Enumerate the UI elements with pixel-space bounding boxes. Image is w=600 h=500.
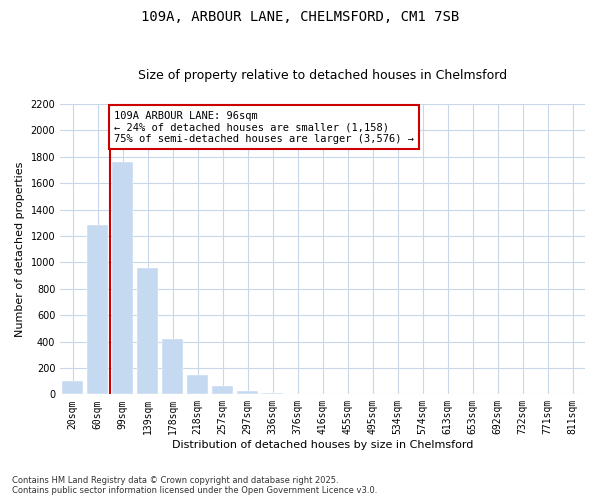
Bar xyxy=(162,339,183,394)
Text: 109A, ARBOUR LANE, CHELMSFORD, CM1 7SB: 109A, ARBOUR LANE, CHELMSFORD, CM1 7SB xyxy=(141,10,459,24)
Text: 109A ARBOUR LANE: 96sqm
← 24% of detached houses are smaller (1,158)
75% of semi: 109A ARBOUR LANE: 96sqm ← 24% of detache… xyxy=(114,110,414,144)
X-axis label: Distribution of detached houses by size in Chelmsford: Distribution of detached houses by size … xyxy=(172,440,473,450)
Bar xyxy=(212,386,233,394)
Y-axis label: Number of detached properties: Number of detached properties xyxy=(15,162,25,337)
Bar xyxy=(262,393,283,394)
Bar xyxy=(187,374,208,394)
Title: Size of property relative to detached houses in Chelmsford: Size of property relative to detached ho… xyxy=(138,69,507,82)
Text: Contains HM Land Registry data © Crown copyright and database right 2025.
Contai: Contains HM Land Registry data © Crown c… xyxy=(12,476,377,495)
Bar xyxy=(62,381,83,394)
Bar xyxy=(112,162,133,394)
Bar xyxy=(87,226,108,394)
Bar xyxy=(237,391,258,394)
Bar xyxy=(137,268,158,394)
